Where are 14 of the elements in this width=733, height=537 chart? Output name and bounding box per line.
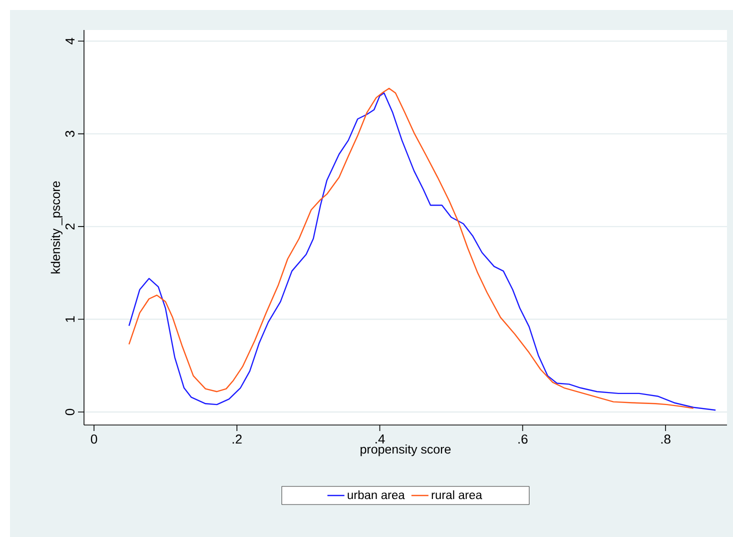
y-tick-label: 2 <box>65 224 74 230</box>
y-tick-label: 3 <box>65 130 74 137</box>
x-tick-label: .6 <box>518 434 528 444</box>
y-axis-title: kdensity _pscore <box>50 181 62 274</box>
legend-label: urban area <box>348 490 405 500</box>
y-tick-label: 1 <box>66 316 74 322</box>
x-tick-label: 0 <box>90 434 98 444</box>
x-tick-label: .2 <box>232 434 242 444</box>
x-tick-label: .8 <box>661 434 670 444</box>
x-tick-label: .4 <box>376 434 385 444</box>
x-axis-title: propensity score <box>360 444 451 456</box>
y-tick-label: 4 <box>66 38 74 44</box>
legend-label: rural area <box>432 490 482 500</box>
y-tick-label: 0 <box>65 408 74 416</box>
